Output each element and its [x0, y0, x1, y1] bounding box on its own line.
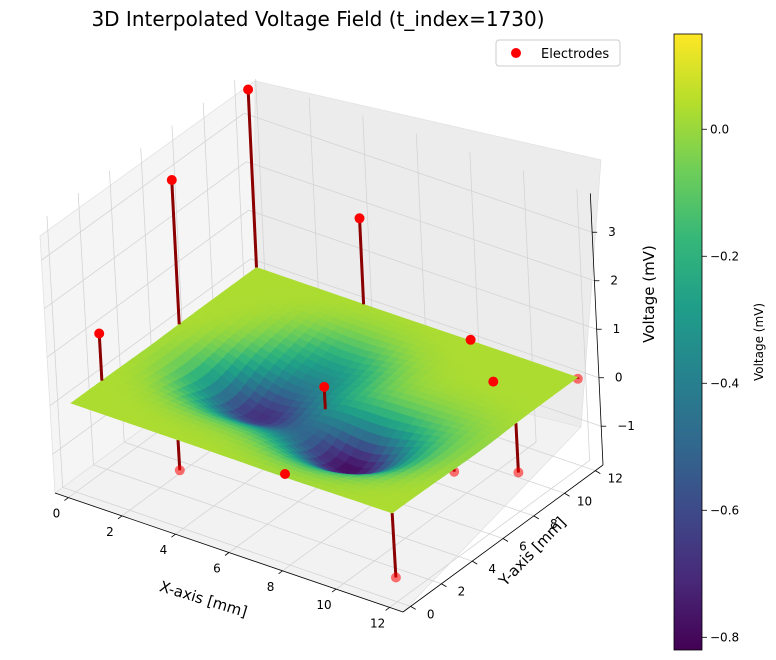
electrode-marker [465, 334, 476, 345]
y-tick-label: 12 [608, 472, 623, 486]
gridline-y-floor [62, 486, 411, 607]
y-tick-mark [441, 583, 447, 588]
electrode-marker [174, 465, 185, 476]
y-tick-label: 2 [458, 585, 466, 599]
y-tick-mark [472, 560, 478, 565]
legend-label: Electrodes [541, 47, 609, 62]
colorbar: 0.0 −0.2 −0.4 −0.6 −0.8 Voltage (mV) [673, 33, 766, 651]
y-tick-mark [595, 470, 601, 474]
gridline-z-back [246, 161, 595, 282]
legend-frame [495, 39, 621, 67]
gridline-y-floor [93, 464, 442, 585]
x-tick-mark [331, 588, 337, 593]
y-tick-label: 0 [427, 607, 435, 621]
y-tick-mark [502, 538, 509, 542]
electrode-marker [94, 328, 105, 339]
x-axis-label: X-axis [mm] [157, 577, 249, 621]
electrode-marker [280, 469, 290, 479]
y-axis-label: Y-axis [mm] [494, 513, 569, 590]
electrode-stem [358, 218, 366, 305]
x-tick-mark [171, 533, 176, 538]
gridline-z-left [44, 161, 247, 310]
gridline-z-back [248, 209, 597, 330]
chart-title: 3D Interpolated Voltage Field (t_index=1… [91, 7, 544, 31]
electrode-stem [390, 512, 398, 578]
y-tick-label: 6 [519, 540, 527, 554]
electrode-marker [166, 175, 177, 185]
surface-patch [382, 505, 398, 514]
electrode-marker [513, 467, 524, 478]
x-tick-mark [224, 552, 230, 556]
z-tick-label: 3 [608, 225, 616, 239]
colorbar-tick-label: −0.8 [710, 630, 739, 644]
y-tick-mark [533, 515, 539, 520]
gridline-z-left [46, 209, 249, 358]
x-tick-label: 8 [267, 580, 275, 594]
z-tick-label: −1 [617, 419, 635, 433]
electrode-marker [319, 381, 330, 392]
z-tick-label: 0 [615, 371, 623, 385]
gridline-z-left [41, 112, 245, 261]
y-tick-mark [410, 606, 416, 610]
gridline-z-back [250, 258, 600, 379]
x-tick-label: 0 [53, 507, 61, 521]
electrode-stem [514, 423, 520, 473]
x-tick-mark [385, 607, 390, 611]
legend-marker [511, 48, 521, 58]
gridline-z-back [244, 112, 593, 233]
y-tick-label: 4 [488, 562, 496, 576]
z-tick-label: 2 [610, 274, 618, 288]
z-tick-label: 1 [613, 322, 621, 336]
colorbar-tick-label: −0.4 [710, 376, 739, 390]
electrode-marker [354, 213, 365, 224]
electrode-stem [97, 333, 104, 381]
colorbar-tick-label: −0.2 [710, 249, 739, 263]
y-tick-mark [564, 492, 570, 497]
colorbar-tick-label: 0.0 [710, 122, 729, 136]
colorbar-tick-label: −0.6 [710, 503, 739, 517]
x-tick-label: 10 [316, 598, 331, 612]
legend: Electrodes [495, 39, 621, 67]
electrode-markers-front [94, 84, 499, 479]
x-tick-label: 2 [106, 525, 114, 539]
electrode-stem [176, 439, 182, 471]
electrode-marker [390, 572, 401, 583]
electrode-marker [243, 84, 254, 95]
x-tick-label: 4 [160, 543, 168, 557]
x-tick-label: 6 [213, 562, 221, 576]
voltage-surface [70, 267, 579, 514]
x-tick-mark [117, 515, 123, 520]
colorbar-ticks: 0.0 −0.2 −0.4 −0.6 −0.8 [702, 122, 739, 644]
x-tick-label: 12 [370, 616, 385, 630]
electrode-marker [488, 376, 499, 387]
y-tick-label: 8 [550, 517, 558, 531]
gridline-z-left [49, 258, 252, 407]
colorbar-bar [673, 33, 703, 651]
electrode-stem [246, 89, 259, 268]
gridline-y-floor [124, 441, 473, 562]
y-tick-label: 10 [577, 494, 592, 508]
x-tick-mark [278, 570, 283, 575]
electrode-stem [170, 179, 181, 325]
colorbar-label: Voltage (mV) [752, 303, 766, 381]
x-tick-mark [64, 497, 69, 501]
z-axis-label: Voltage (mV) [640, 245, 658, 343]
